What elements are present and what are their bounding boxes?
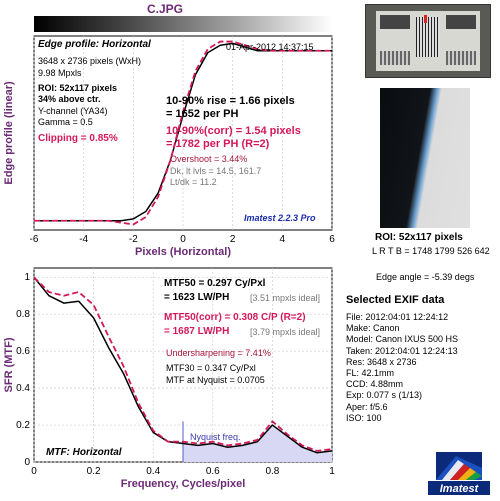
edge-header: Edge profile: Horizontal <box>38 39 151 50</box>
test-chart-thumbnail <box>365 4 491 78</box>
light-dark-ratio: Lt/dk = 11.2 <box>170 177 217 187</box>
mtf50: MTF50 = 0.297 Cy/Pxl <box>164 278 266 289</box>
rise-corr-1: 10-90%(corr) = 1.54 pixels <box>166 125 301 137</box>
rise-corr-2: = 1782 per PH (R=2) <box>166 138 270 150</box>
y-tick-label: 1 <box>24 272 30 283</box>
rise-1: 10-90% rise = 1.66 pixels <box>166 95 295 107</box>
roi-lrtb: L R T B = 1748 1799 526 642 <box>372 246 490 256</box>
x-tick-label: 0 <box>180 234 186 245</box>
nyquist-area-fill <box>183 425 332 462</box>
x-tick-label: 0 <box>31 466 37 477</box>
x-tick-label: 0.2 <box>87 466 101 477</box>
x-tick-label: 2 <box>230 234 236 245</box>
x-tick-label: 6 <box>329 234 335 245</box>
rise-2: = 1652 per PH <box>166 108 239 120</box>
edge-date: 01-Apr-2012 14:37:15 <box>226 42 314 52</box>
series-line-corr <box>34 40 332 226</box>
roi-position: 34% above ctr. <box>38 94 101 104</box>
series-line <box>33 276 333 454</box>
channel: Y-channel (YA34) <box>38 106 108 116</box>
overshoot: Overshoot = 3.44% <box>170 154 248 164</box>
mtf-plot: 0 0.2 0.4 0.6 0.8 1 0 0.2 0.4 0.6 0.8 1 Frequency, C… <box>3 267 335 490</box>
y-tick-label: 0 <box>24 457 30 468</box>
y-tick-label: 0.4 <box>16 383 30 394</box>
roi-image <box>380 88 470 228</box>
mtf50-lw: = 1623 LW/PH <box>164 292 230 303</box>
clipping: Clipping = 0.85% <box>38 133 118 144</box>
mtf50-ideal: [3.51 mpxls ideal] <box>250 293 321 303</box>
y-tick-label: 0.2 <box>16 420 30 431</box>
exif-row: Taken: 2012:04:01 12:24:13 <box>346 345 458 356</box>
exif-row: FL: 42.1mm <box>346 368 395 379</box>
x-axis-label: Pixels (Horizontal) <box>135 246 231 258</box>
mtf-nyquist: MTF at Nyquist = 0.0705 <box>166 375 265 385</box>
series-line-corr <box>33 276 333 452</box>
x-tick-label: 0.6 <box>206 466 220 477</box>
gamma: Gamma = 0.5 <box>38 117 93 127</box>
x-tick-label: 1 <box>329 466 335 477</box>
undersharpening: Undersharpening = 7.41% <box>166 348 271 358</box>
imatest-logo: Imatest <box>428 452 490 496</box>
x-tick-label: -6 <box>30 234 39 245</box>
exif-title: Selected EXIF data <box>346 294 445 306</box>
image-size: 3648 x 2736 pixels (WxH) <box>38 56 142 66</box>
exif-row: ISO: 100 <box>346 412 382 423</box>
image-mpxls: 9.98 Mpxls <box>38 68 82 78</box>
dark-light-levels: Dk, lt lvls = 14.5, 161.7 <box>170 166 262 176</box>
y-tick-label: 0.6 <box>16 346 30 357</box>
exif-row: File: 2012:04:01 12:24:12 <box>346 312 449 322</box>
exif-row: Exp: 0.077 s (1/13) <box>346 390 423 401</box>
exif-list: File: 2012:04:01 12:24:12 Make: Canon Mo… <box>346 312 458 424</box>
y-tick-label: 0.8 <box>16 309 30 320</box>
exif-row: Aper: f/5.6 <box>346 401 388 412</box>
exif-row: Res: 3648 x 2736 <box>346 356 417 367</box>
exif-row: CCD: 4.88mm <box>346 379 404 390</box>
mtf-header: MTF: Horizontal <box>46 447 122 458</box>
x-axis-label: Frequency, Cycles/pixel <box>121 478 246 490</box>
x-tick-label: 0.4 <box>146 466 160 477</box>
edge-angle: Edge angle = -5.39 degs <box>376 272 475 282</box>
mtf50-corr-lw: = 1687 LW/PH <box>164 326 230 337</box>
mtf50-corr-ideal: [3.79 mpxls ideal] <box>250 327 321 337</box>
logo-text: Imatest <box>440 483 480 495</box>
x-tick-label: -2 <box>129 234 138 245</box>
x-tick-label: 0.8 <box>265 466 279 477</box>
roi-title: ROI: 52x117 pixels <box>375 232 463 243</box>
exif-row: Make: Canon <box>346 323 400 334</box>
x-tick-label: 4 <box>280 234 286 245</box>
nyquist-label: Nyquist freq. <box>190 432 241 442</box>
edge-profile-plot: -6 -4 -2 0 2 4 6 Pixels (Horizontal) Edge profil… <box>3 35 335 258</box>
x-tick-label: -4 <box>79 234 88 245</box>
mtf50-corr: MTF50(corr) = 0.308 C/P (R=2) <box>164 312 306 323</box>
file-title: C.JPG <box>146 2 183 16</box>
exif-row: Model: Canon IXUS 500 HS <box>346 334 459 345</box>
y-axis-label: Edge profile (linear) <box>3 81 15 185</box>
roi-size: ROI: 52x117 pixels <box>38 83 118 93</box>
mtf30: MTF30 = 0.347 Cy/Pxl <box>166 363 256 373</box>
y-axis-label: SFR (MTF) <box>3 337 15 392</box>
tone-gradient-strip <box>34 16 332 32</box>
imatest-version: Imatest 2.2.3 Pro <box>244 213 316 223</box>
